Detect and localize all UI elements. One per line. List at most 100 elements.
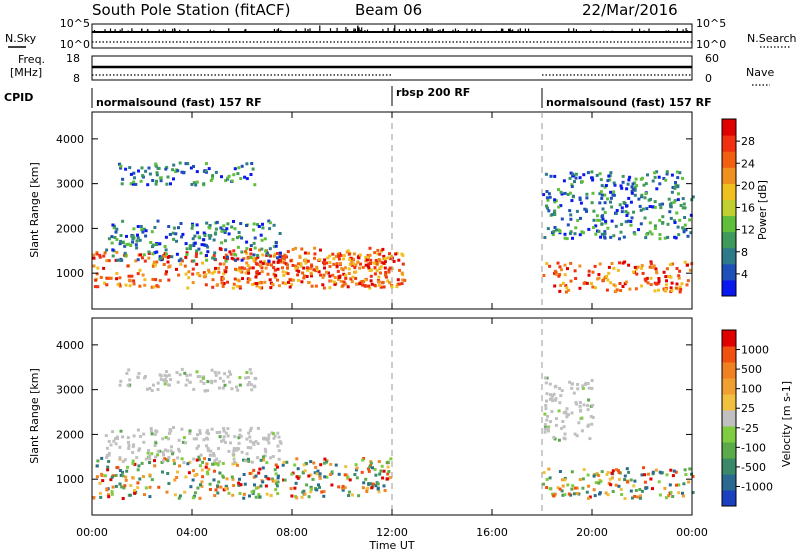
- data-cell: [259, 260, 263, 264]
- data-cell: [608, 178, 612, 182]
- data-cell: [155, 250, 159, 254]
- data-cell: [221, 284, 225, 288]
- data-cell: [232, 220, 235, 223]
- data-cell: [614, 483, 618, 487]
- data-cell: [283, 253, 287, 257]
- data-cell: [218, 262, 222, 266]
- data-cell: [601, 214, 605, 218]
- data-cell: [250, 162, 254, 165]
- data-cell: [617, 471, 621, 474]
- data-cell: [566, 223, 570, 227]
- colorbar-segment: [722, 330, 736, 347]
- data-cell: [648, 205, 652, 208]
- data-cell: [192, 259, 196, 263]
- data-cell: [250, 490, 254, 494]
- data-cell: [591, 403, 595, 407]
- data-cell: [568, 191, 572, 195]
- data-cell: [578, 176, 582, 180]
- data-cell: [321, 283, 325, 287]
- data-cell: [634, 177, 638, 181]
- data-cell: [362, 457, 366, 460]
- data-cell: [246, 375, 250, 379]
- data-cell: [128, 493, 132, 497]
- data-cell: [235, 446, 239, 450]
- data-cell: [357, 494, 361, 498]
- data-cell: [222, 435, 226, 439]
- data-cell: [319, 248, 322, 252]
- data-cell: [632, 270, 635, 274]
- data-cell: [192, 244, 196, 247]
- data-cell: [548, 476, 552, 480]
- data-cell: [301, 490, 305, 494]
- data-cell: [121, 177, 125, 181]
- data-cell: [382, 285, 386, 289]
- data-cell: [640, 193, 644, 197]
- data-cell: [233, 435, 237, 439]
- data-cell: [624, 220, 628, 224]
- data-cell: [127, 440, 130, 444]
- data-cell: [165, 182, 169, 186]
- data-cell: [322, 461, 326, 465]
- data-cell: [593, 494, 597, 498]
- data-cell: [574, 226, 578, 230]
- data-cell: [573, 432, 577, 436]
- data-cell: [396, 278, 400, 282]
- data-cell: [571, 236, 574, 240]
- data-cell: [377, 280, 380, 284]
- data-cell: [247, 380, 251, 384]
- data-cell: [651, 470, 655, 474]
- data-cell: [265, 476, 269, 480]
- data-cell: [620, 206, 624, 210]
- data-cell: [257, 493, 261, 496]
- data-cell: [141, 174, 145, 178]
- data-cell: [96, 285, 100, 289]
- data-cell: [261, 261, 265, 265]
- data-cell: [586, 473, 590, 477]
- power-ylabel: Slant Range [km]: [28, 162, 41, 258]
- data-cell: [264, 450, 268, 454]
- data-cell: [347, 267, 351, 271]
- data-cell: [373, 283, 377, 287]
- data-cell: [598, 201, 602, 205]
- data-cell: [590, 170, 594, 174]
- data-cell: [143, 283, 147, 287]
- data-cell: [676, 225, 680, 229]
- data-cell: [95, 272, 99, 276]
- data-cell: [222, 426, 226, 430]
- x-tick-label: 04:00: [176, 526, 208, 539]
- data-cell: [222, 224, 226, 228]
- data-cell: [281, 463, 285, 467]
- data-cell: [164, 272, 168, 276]
- data-cell: [678, 218, 682, 222]
- data-cell: [298, 255, 302, 259]
- data-cell: [217, 447, 220, 450]
- data-cell: [151, 243, 155, 247]
- data-cell: [385, 461, 389, 465]
- data-cell: [576, 219, 580, 222]
- date-label: 22/Mar/2016: [582, 1, 678, 19]
- data-cell: [368, 269, 372, 272]
- data-cell: [661, 221, 665, 224]
- data-cell: [625, 187, 629, 191]
- data-cell: [126, 264, 130, 268]
- data-cell: [633, 186, 637, 190]
- data-cell: [149, 429, 153, 433]
- data-cell: [655, 170, 659, 174]
- data-cell: [208, 453, 212, 457]
- data-cell: [184, 272, 188, 276]
- data-cell: [387, 268, 391, 272]
- colorbar-tick-label: -25: [741, 422, 759, 435]
- data-cell: [127, 444, 131, 448]
- data-cell: [167, 278, 171, 282]
- data-cell: [231, 493, 235, 497]
- data-cell: [273, 268, 277, 272]
- data-cell: [387, 470, 391, 473]
- data-cell: [131, 476, 135, 480]
- data-cell: [560, 217, 564, 221]
- data-cell: [683, 468, 687, 472]
- data-cell: [233, 277, 237, 281]
- data-cell: [196, 486, 200, 490]
- data-cell: [282, 261, 286, 265]
- data-cell: [388, 266, 392, 270]
- data-cell: [637, 197, 641, 201]
